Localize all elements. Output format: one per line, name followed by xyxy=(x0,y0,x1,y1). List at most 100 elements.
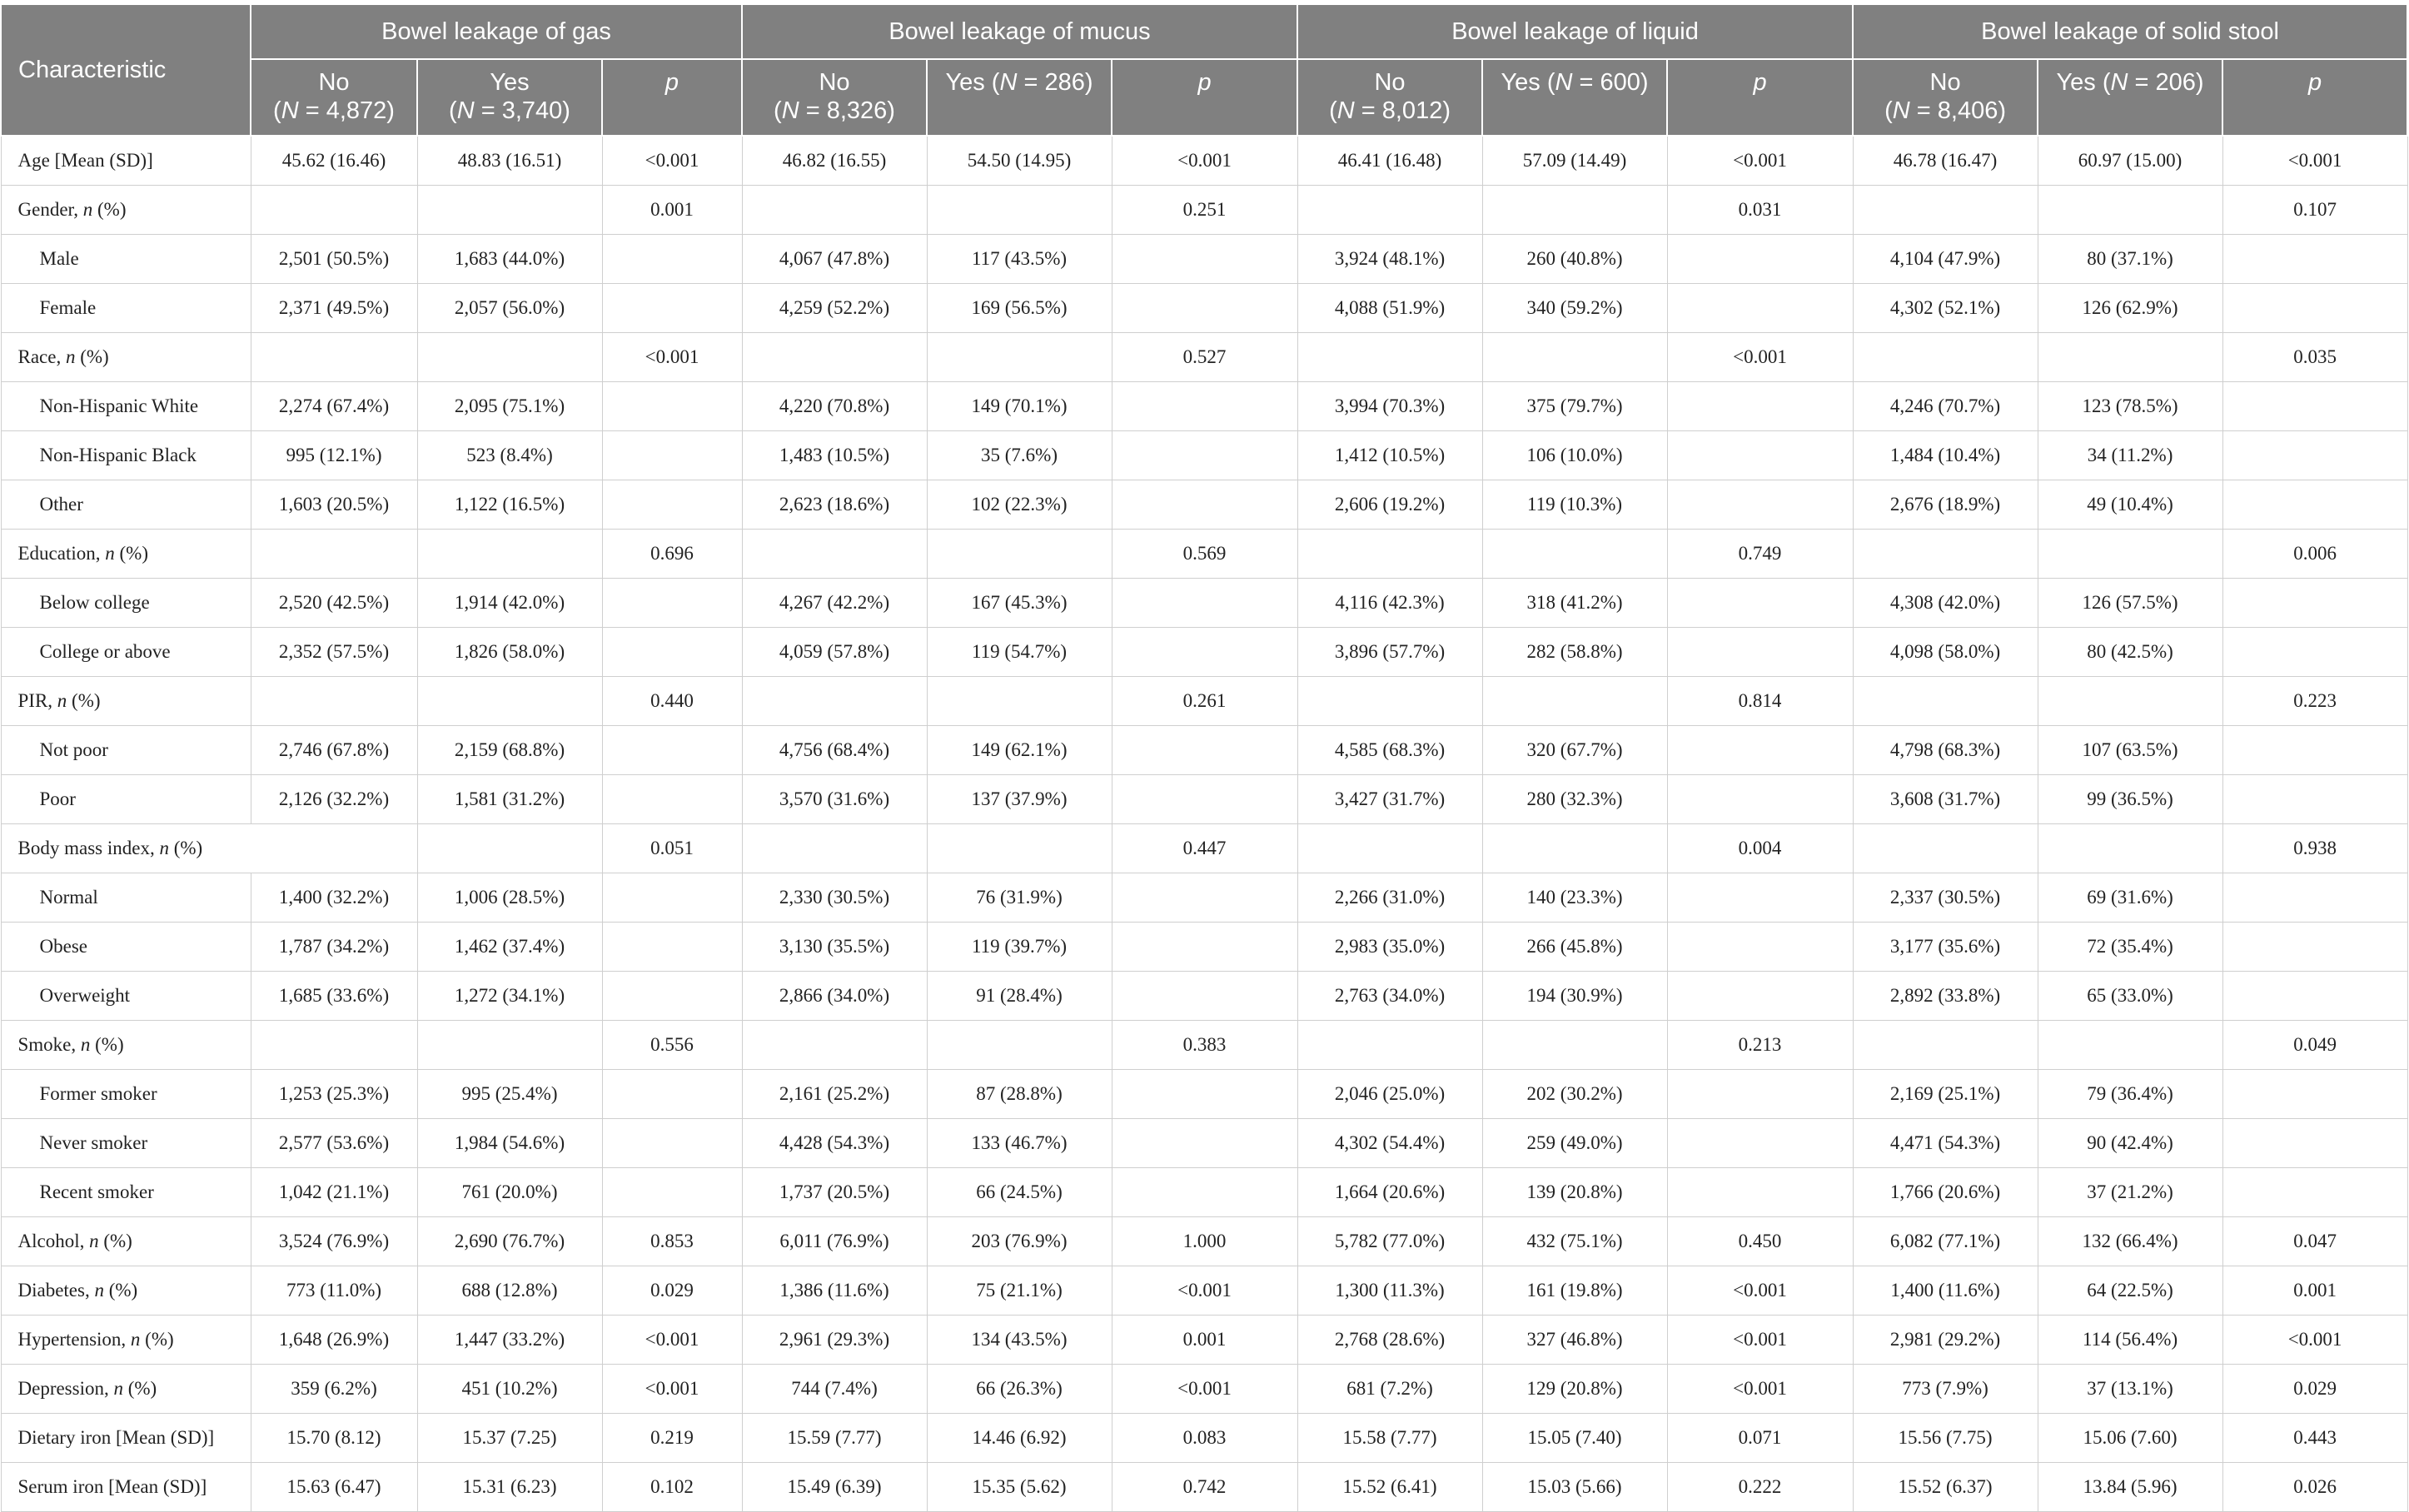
table-cell: 15.52 (6.37) xyxy=(1853,1462,2038,1512)
table-cell xyxy=(1482,529,1668,579)
table-cell: 13.84 (5.96) xyxy=(2038,1462,2223,1512)
table-cell xyxy=(742,185,928,235)
table-cell xyxy=(602,1069,743,1119)
table-cell: 4,116 (42.3%) xyxy=(1297,578,1483,628)
table-cell: 37 (21.2%) xyxy=(2038,1167,2223,1217)
table-cell: 0.006 xyxy=(2222,529,2408,579)
table-cell: 2,763 (34.0%) xyxy=(1297,971,1483,1021)
table-cell: 114 (56.4%) xyxy=(2038,1315,2223,1365)
table-cell xyxy=(742,1020,928,1070)
header-mucus-p: p xyxy=(1110,58,1299,137)
table-cell: 3,524 (76.9%) xyxy=(251,1216,418,1266)
table-cell: 4,798 (68.3%) xyxy=(1853,725,2038,775)
table-cell: 4,104 (47.9%) xyxy=(1853,234,2038,284)
table-cell: 3,896 (57.7%) xyxy=(1297,627,1483,677)
table-cell xyxy=(2038,1020,2223,1070)
table-cell: 75 (21.1%) xyxy=(927,1266,1112,1316)
row-label: Other xyxy=(0,480,251,530)
table-cell: 260 (40.8%) xyxy=(1482,234,1668,284)
table-cell: <0.001 xyxy=(1112,1266,1298,1316)
table-cell xyxy=(2222,627,2408,677)
table-cell: 320 (67.7%) xyxy=(1482,725,1668,775)
table-cell: <0.001 xyxy=(602,1315,743,1365)
table-cell: 3,427 (31.7%) xyxy=(1297,774,1483,824)
table-cell: 203 (76.9%) xyxy=(927,1216,1112,1266)
row-label: Education, n (%) xyxy=(0,529,251,579)
header-yes-label: Yes xyxy=(1501,69,1540,96)
table-cell xyxy=(1297,185,1483,235)
table-cell: 995 (12.1%) xyxy=(251,430,418,480)
table-cell: 0.029 xyxy=(2222,1364,2408,1414)
header-gas-yes: Yes (N = 3,740) xyxy=(416,58,603,137)
table-row: Alcohol, n (%) 3,524 (76.9%) 2,690 (76.7%)… xyxy=(0,1216,2408,1266)
table-cell xyxy=(1112,381,1298,431)
row-label: Smoke, n (%) xyxy=(0,1020,251,1070)
header-gas-no: No (N = 4,872) xyxy=(250,58,418,137)
table-cell: 15.31 (6.23) xyxy=(417,1462,603,1512)
table-cell xyxy=(927,1020,1112,1070)
table-cell: <0.001 xyxy=(2222,136,2408,186)
table-cell: 49 (10.4%) xyxy=(2038,480,2223,530)
table-cell: 2,623 (18.6%) xyxy=(742,480,928,530)
table-cell: 1,914 (42.0%) xyxy=(417,578,603,628)
table-cell xyxy=(1667,381,1854,431)
characteristics-table: Characteristic Bowel leakage of gas Bowe… xyxy=(0,3,2409,1512)
table-cell: 3,994 (70.3%) xyxy=(1297,381,1483,431)
table-cell: 0.222 xyxy=(1667,1462,1854,1512)
table-cell xyxy=(1667,922,1854,972)
table-cell: 4,267 (42.2%) xyxy=(742,578,928,628)
table-cell: 0.696 xyxy=(602,529,743,579)
header-no-label: No xyxy=(1374,69,1406,96)
table-cell xyxy=(1297,823,1483,873)
table-cell: <0.001 xyxy=(1667,1364,1854,1414)
table-cell: 2,768 (28.6%) xyxy=(1297,1315,1483,1365)
table-cell xyxy=(2038,185,2223,235)
table-cell: 0.029 xyxy=(602,1266,743,1316)
table-cell xyxy=(2038,823,2223,873)
table-row: Gender, n (%) 0.001 0.251 0.031 0.107 xyxy=(0,185,2408,235)
table-cell xyxy=(602,922,743,972)
table-cell xyxy=(927,823,1112,873)
table-cell: 132 (66.4%) xyxy=(2038,1216,2223,1266)
table-cell: 688 (12.8%) xyxy=(417,1266,603,1316)
table-cell: 4,059 (57.8%) xyxy=(742,627,928,677)
table-cell: 107 (63.5%) xyxy=(2038,725,2223,775)
table-cell: 1,787 (34.2%) xyxy=(251,922,418,972)
table-cell xyxy=(1853,529,2038,579)
table-cell: <0.001 xyxy=(602,136,743,186)
table-row: Overweight 1,685 (33.6%) 1,272 (34.1%) 2,86… xyxy=(0,971,2408,1021)
table-cell: 54.50 (14.95) xyxy=(927,136,1112,186)
table-cell: 0.938 xyxy=(2222,823,2408,873)
table-row: Education, n (%) 0.696 0.569 0.749 0.006 xyxy=(0,529,2408,579)
table-cell: 4,756 (68.4%) xyxy=(742,725,928,775)
table-cell: 1,664 (20.6%) xyxy=(1297,1167,1483,1217)
table-cell xyxy=(602,283,743,333)
table-cell: 72 (35.4%) xyxy=(2038,922,2223,972)
table-cell xyxy=(417,185,603,235)
table-cell: 1,400 (32.2%) xyxy=(251,873,418,923)
table-row: Male 2,501 (50.5%) 1,683 (44.0%) 4,067 (47.… xyxy=(0,234,2408,284)
table-cell: 432 (75.1%) xyxy=(1482,1216,1668,1266)
table-cell xyxy=(602,1118,743,1168)
table-cell: 2,046 (25.0%) xyxy=(1297,1069,1483,1119)
table-cell: 76 (31.9%) xyxy=(927,873,1112,923)
table-cell xyxy=(1297,1020,1483,1070)
header-liquid-yes: Yes (N = 600) xyxy=(1481,58,1669,137)
table-cell: 773 (7.9%) xyxy=(1853,1364,2038,1414)
table-cell: 66 (24.5%) xyxy=(927,1167,1112,1217)
table-cell: 69 (31.6%) xyxy=(2038,873,2223,923)
table-cell: 282 (58.8%) xyxy=(1482,627,1668,677)
table-cell xyxy=(602,725,743,775)
table-cell: 0.213 xyxy=(1667,1020,1854,1070)
table-cell xyxy=(927,332,1112,382)
table-cell xyxy=(1112,1069,1298,1119)
header-no-n: 8,326 xyxy=(826,97,888,124)
table-cell xyxy=(2222,430,2408,480)
table-cell xyxy=(1667,430,1854,480)
table-cell xyxy=(742,676,928,726)
row-label: Recent smoker xyxy=(0,1167,251,1217)
table-cell xyxy=(2222,578,2408,628)
table-cell xyxy=(251,332,418,382)
table-cell: 3,130 (35.5%) xyxy=(742,922,928,972)
header-group-gas: Bowel leakage of gas xyxy=(250,3,743,60)
